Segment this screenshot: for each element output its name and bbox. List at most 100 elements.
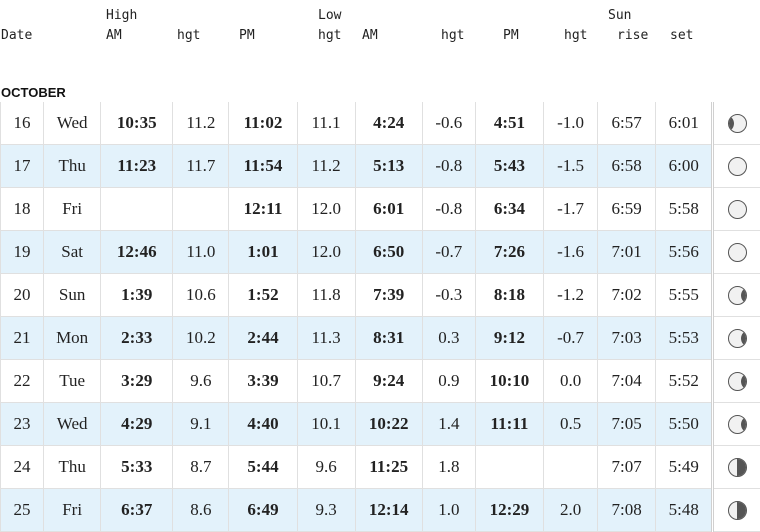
day-cell: 24 — [1, 446, 44, 489]
moon-phase-cell — [713, 489, 760, 532]
sunset-cell: 5:49 — [656, 446, 713, 489]
sunset-cell: 5:53 — [656, 317, 713, 360]
sunset-cell: 5:50 — [656, 403, 713, 446]
sunrise-cell: 7:03 — [598, 317, 656, 360]
sunrise-cell: 7:08 — [598, 489, 656, 532]
low-pm-height-cell: 0.5 — [544, 403, 598, 446]
high-am-time-cell: 4:29 — [101, 403, 173, 446]
high-am-hgt-header: hgt — [177, 28, 200, 44]
moon-phase-icon — [728, 415, 747, 434]
sunrise-cell: 7:04 — [598, 360, 656, 403]
low-am-time-cell: 8:31 — [355, 317, 422, 360]
moon-phase-cell — [713, 446, 760, 489]
low-pm-height-cell: -1.7 — [544, 188, 598, 231]
sunrise-cell: 7:07 — [598, 446, 656, 489]
high-pm-time-cell: 4:40 — [229, 403, 297, 446]
high-pm-time-cell: 1:52 — [229, 274, 297, 317]
sunset-cell: 5:56 — [656, 231, 713, 274]
sunset-cell: 6:01 — [656, 102, 713, 145]
weekday-cell: Tue — [44, 360, 101, 403]
high-pm-header: PM — [239, 28, 255, 44]
moon-phase-icon — [728, 200, 747, 219]
low-am-height-cell: -0.8 — [422, 145, 475, 188]
weekday-cell: Sun — [44, 274, 101, 317]
moon-phase-cell — [713, 145, 760, 188]
low-pm-time-cell: 9:12 — [475, 317, 543, 360]
high-pm-height-cell: 11.1 — [297, 102, 355, 145]
high-pm-time-cell: 3:39 — [229, 360, 297, 403]
sunset-cell: 6:00 — [656, 145, 713, 188]
high-am-height-cell: 11.2 — [173, 102, 229, 145]
high-am-height-cell: 9.6 — [173, 360, 229, 403]
day-cell: 23 — [1, 403, 44, 446]
high-am-height-cell: 10.6 — [173, 274, 229, 317]
moon-phase-cell — [713, 403, 760, 446]
low-pm-height-cell: -1.2 — [544, 274, 598, 317]
sunrise-cell: 6:59 — [598, 188, 656, 231]
moon-phase-icon — [728, 114, 747, 133]
moon-phase-cell — [713, 317, 760, 360]
moon-phase-icon — [728, 372, 747, 391]
high-am-height-cell: 11.0 — [173, 231, 229, 274]
low-am-height-cell: -0.6 — [422, 102, 475, 145]
low-pm-time-cell: 6:34 — [475, 188, 543, 231]
weekday-cell: Thu — [44, 446, 101, 489]
low-pm-time-cell: 8:18 — [475, 274, 543, 317]
high-pm-hgt-header: hgt — [318, 28, 341, 44]
low-pm-height-cell — [544, 446, 598, 489]
weekday-cell: Fri — [44, 188, 101, 231]
low-am-time-cell: 11:25 — [355, 446, 422, 489]
high-pm-height-cell: 12.0 — [297, 188, 355, 231]
low-am-time-cell: 5:13 — [355, 145, 422, 188]
day-cell: 25 — [1, 489, 44, 532]
weekday-cell: Mon — [44, 317, 101, 360]
high-am-time-cell: 6:37 — [101, 489, 173, 532]
month-heading: OCTOBER — [1, 85, 66, 100]
low-am-hgt-header: hgt — [441, 28, 464, 44]
low-pm-time-cell: 4:51 — [475, 102, 543, 145]
high-pm-time-cell: 12:11 — [229, 188, 297, 231]
low-pm-height-cell: -1.5 — [544, 145, 598, 188]
low-am-height-cell: -0.3 — [422, 274, 475, 317]
low-am-height-cell: 1.0 — [422, 489, 475, 532]
day-cell: 18 — [1, 188, 44, 231]
high-pm-height-cell: 12.0 — [297, 231, 355, 274]
low-pm-height-cell: -1.0 — [544, 102, 598, 145]
moon-phase-cell — [713, 274, 760, 317]
weekday-cell: Wed — [44, 102, 101, 145]
moon-phase-icon — [728, 458, 747, 477]
low-am-time-cell: 10:22 — [355, 403, 422, 446]
low-am-time-cell: 9:24 — [355, 360, 422, 403]
low-pm-header: PM — [503, 28, 519, 44]
low-am-height-cell: -0.8 — [422, 188, 475, 231]
low-pm-height-cell: 0.0 — [544, 360, 598, 403]
high-pm-time-cell: 1:01 — [229, 231, 297, 274]
sunrise-cell: 6:57 — [598, 102, 656, 145]
date-column-header: Date — [1, 28, 32, 44]
low-pm-time-cell — [475, 446, 543, 489]
high-pm-time-cell: 6:49 — [229, 489, 297, 532]
high-am-height-cell: 8.6 — [173, 489, 229, 532]
high-pm-height-cell: 10.7 — [297, 360, 355, 403]
low-am-time-cell: 4:24 — [355, 102, 422, 145]
low-pm-time-cell: 11:11 — [475, 403, 543, 446]
moon-phase-icon — [728, 286, 747, 305]
weekday-cell: Fri — [44, 489, 101, 532]
low-am-time-cell: 7:39 — [355, 274, 422, 317]
sunrise-cell: 7:02 — [598, 274, 656, 317]
high-header: High — [106, 8, 137, 24]
day-cell: 20 — [1, 274, 44, 317]
low-pm-time-cell: 7:26 — [475, 231, 543, 274]
high-am-time-cell: 12:46 — [101, 231, 173, 274]
high-am-height-cell: 9.1 — [173, 403, 229, 446]
low-pm-height-cell: -1.6 — [544, 231, 598, 274]
high-am-height-cell: 10.2 — [173, 317, 229, 360]
